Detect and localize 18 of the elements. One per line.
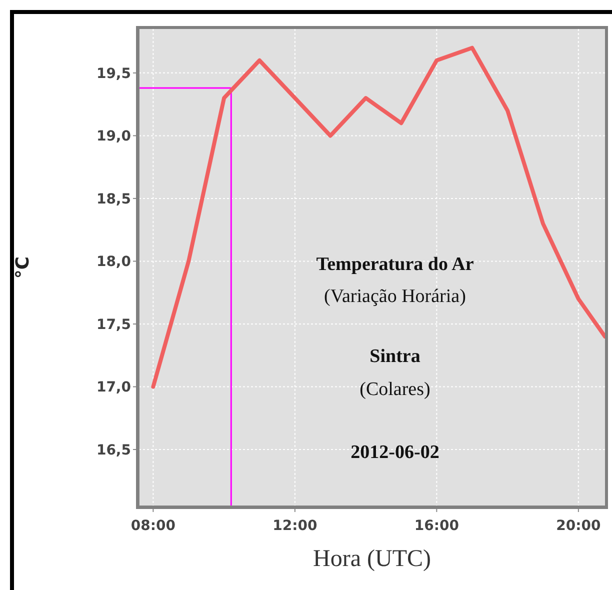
y-tick-label: 19,5 — [96, 66, 131, 82]
y-tick-label: 17,5 — [96, 316, 131, 333]
annotation: 2012-06-02 — [350, 442, 440, 464]
y-axis-title: °C — [12, 256, 34, 279]
x-tick-label: 16:00 — [414, 518, 460, 534]
y-tick-label: 18,0 — [96, 254, 132, 270]
annotation: Temperatura do Ar — [315, 254, 475, 276]
annotation: (Variação Horária) — [323, 286, 467, 308]
x-axis-title: Hora (UTC) — [313, 546, 431, 572]
y-tick-label: 19,0 — [96, 128, 132, 145]
x-tick-label: 08:00 — [130, 518, 176, 534]
annotation: Sintra — [368, 346, 422, 368]
y-tick-label: 18,5 — [96, 191, 131, 208]
x-tick-label: 20:00 — [556, 518, 601, 534]
annotation: (Colares) — [358, 379, 432, 401]
y-tick-label: 16,5 — [96, 442, 131, 458]
x-tick-label: 12:00 — [272, 518, 318, 534]
y-tick-label: 17,0 — [96, 380, 132, 396]
